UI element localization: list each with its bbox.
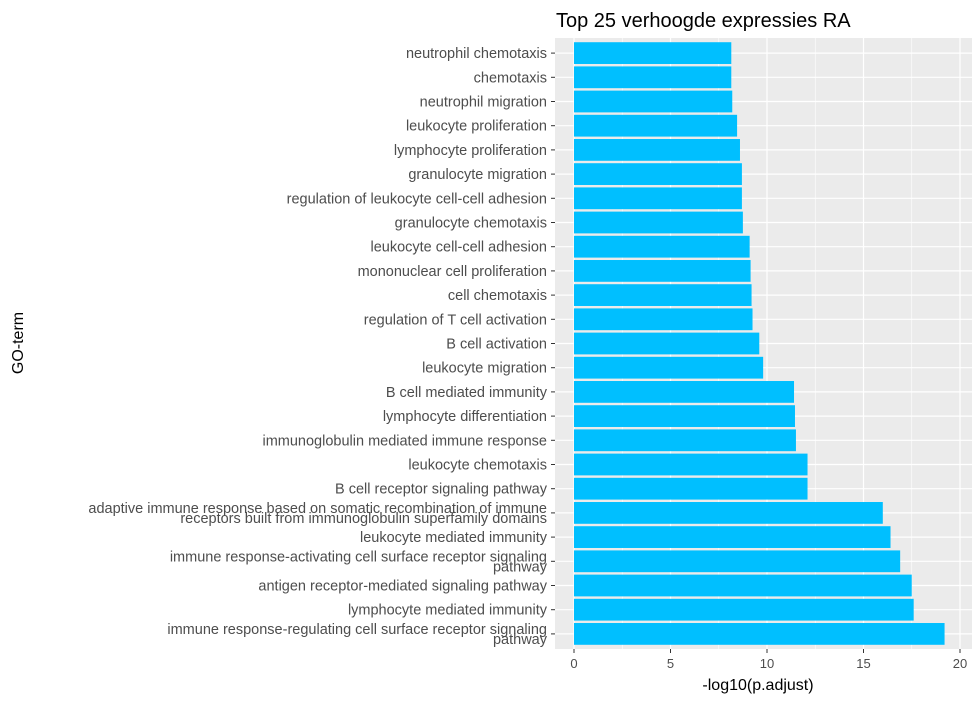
category-label: leukocyte chemotaxis — [408, 458, 547, 474]
bar — [574, 598, 914, 621]
category-label: leukocyte proliferation — [406, 119, 547, 135]
bar — [574, 381, 795, 403]
category-label: B cell receptor signaling pathway — [335, 482, 548, 498]
category-label: leukocyte mediated immunity — [360, 530, 548, 546]
bar — [574, 42, 732, 64]
x-axis-title: -log10(p.adjust) — [702, 677, 813, 694]
bar — [574, 260, 751, 282]
bar — [574, 90, 733, 113]
bar — [574, 477, 808, 500]
bar — [574, 356, 764, 379]
bar — [574, 235, 750, 258]
category-label: granulocyte migration — [408, 167, 547, 183]
bar — [574, 163, 742, 185]
bar — [574, 139, 740, 161]
bar — [574, 502, 883, 524]
x-tick-label: 15 — [856, 656, 870, 671]
bar — [574, 550, 901, 573]
category-label: immunoglobulin mediated immune response — [262, 433, 547, 449]
category-labels: neutrophil chemotaxis chemotaxis neutrophi… — [88, 46, 555, 648]
x-tick-label: 10 — [760, 656, 774, 671]
bar — [574, 211, 743, 234]
bar — [574, 332, 760, 355]
bar — [574, 114, 738, 137]
category-label: mononuclear cell proliferation — [358, 264, 547, 280]
category-label: lymphocyte differentiation — [383, 409, 547, 425]
x-tick-label: 0 — [570, 656, 577, 671]
category-label: chemotaxis — [474, 70, 547, 86]
category-label: B cell mediated immunity — [386, 385, 548, 401]
category-label: neutrophil migration — [420, 95, 547, 111]
category-label: regulation of T cell activation — [364, 312, 547, 328]
category-label: cell chemotaxis — [448, 288, 547, 304]
bar — [574, 574, 912, 597]
chart-title: Top 25 verhoogde expressies RA — [556, 10, 851, 32]
bar — [574, 284, 752, 306]
bar — [574, 429, 796, 452]
bar — [574, 526, 891, 548]
bars — [574, 42, 945, 645]
grid-lines — [555, 38, 972, 649]
x-axis-ticks: 0 5 10 15 20 — [570, 649, 967, 671]
category-label: leukocyte cell-cell adhesion — [370, 240, 547, 256]
bar — [574, 623, 945, 645]
category-label: B cell activation — [446, 337, 547, 353]
category-label: antigen receptor-mediated signaling path… — [258, 579, 547, 595]
bar — [574, 405, 795, 427]
category-label: immune response-activating cell surface … — [170, 549, 548, 575]
category-label: regulation of leukocyte cell-cell adhesi… — [287, 191, 547, 207]
bar — [574, 453, 808, 476]
category-label: immune response-regulating cell surface … — [167, 622, 547, 648]
category-label: lymphocyte proliferation — [394, 143, 547, 159]
x-tick-label: 5 — [667, 656, 674, 671]
category-label: adaptive immune response based on somati… — [88, 501, 547, 527]
bar — [574, 66, 732, 89]
category-label: leukocyte migration — [422, 361, 547, 377]
category-label: lymphocyte mediated immunity — [348, 603, 548, 619]
category-label: neutrophil chemotaxis — [406, 46, 547, 62]
bar — [574, 308, 753, 331]
y-axis-title: GO-term — [10, 312, 27, 374]
category-label: granulocyte chemotaxis — [395, 216, 547, 232]
bar — [574, 187, 742, 210]
x-tick-label: 20 — [953, 656, 967, 671]
